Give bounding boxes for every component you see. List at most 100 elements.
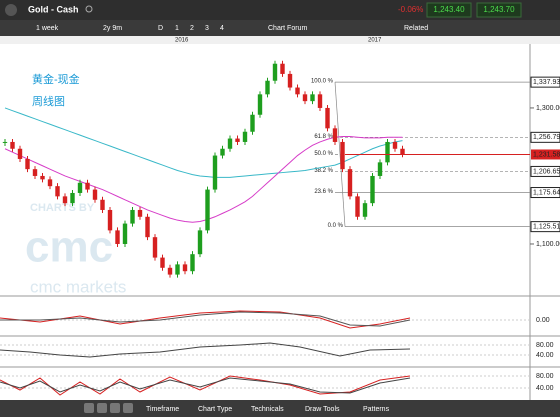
price-label: 1,125.51: [533, 223, 560, 230]
tool-icon[interactable]: [84, 403, 94, 413]
y-tick-label: 1,100.00: [536, 241, 560, 248]
candle: [257, 94, 263, 115]
candle: [377, 162, 383, 176]
price-label: 1,256.79: [533, 134, 560, 141]
menu-item[interactable]: Chart Type: [198, 406, 232, 413]
chart-forum[interactable]: Chart Forum: [268, 25, 307, 32]
stoch-label: 40.00: [536, 385, 554, 392]
candle: [130, 209, 135, 224]
candle: [362, 203, 368, 217]
candle: [152, 237, 158, 258]
candle: [70, 192, 75, 204]
tool-icon[interactable]: [123, 403, 133, 413]
stoch-label: 80.00: [536, 373, 554, 380]
stoch-k: [0, 375, 411, 396]
candle: [280, 63, 285, 74]
toolbar-button[interactable]: 1: [175, 25, 179, 32]
candle: [175, 264, 180, 275]
candle: [370, 175, 375, 204]
tool-icon[interactable]: [97, 403, 107, 413]
candle: [115, 230, 120, 244]
candle: [25, 158, 30, 170]
tool-icon[interactable]: [110, 403, 120, 413]
candle: [302, 94, 308, 102]
candle: [77, 182, 83, 193]
interval[interactable]: 1 week: [36, 25, 59, 32]
candle: [355, 196, 360, 217]
candle: [17, 148, 23, 159]
candle: [167, 267, 173, 275]
candle: [137, 209, 143, 217]
candle: [205, 189, 210, 231]
candle: [2, 141, 8, 143]
toolbar: [0, 20, 560, 36]
related[interactable]: Related: [404, 25, 428, 32]
candle: [332, 128, 338, 142]
fib-trend: [334, 82, 346, 227]
year-label: 2017: [368, 38, 382, 44]
stoch-d: [0, 377, 411, 394]
header-bar: [0, 0, 560, 20]
candle: [250, 114, 255, 132]
candle: [182, 264, 188, 272]
current-label: 1,231.58: [533, 151, 560, 158]
sell-button[interactable]: [426, 2, 472, 18]
watermark: CHARTS BY: [30, 202, 95, 214]
menu-item[interactable]: Patterns: [363, 406, 390, 413]
candle: [242, 131, 248, 142]
candle: [392, 141, 398, 149]
candle: [55, 186, 60, 197]
candle: [40, 175, 45, 180]
menu-icon[interactable]: [5, 4, 17, 16]
toolbar-button[interactable]: D: [158, 25, 163, 32]
candle: [32, 169, 38, 176]
change: -0.06%: [398, 5, 423, 14]
fib-label: 50.0 %: [314, 151, 333, 157]
candle: [385, 141, 390, 163]
candle: [287, 73, 293, 88]
rsi-label: 80.00: [536, 342, 554, 349]
price-label: 1,206.65: [533, 168, 560, 175]
price-label: 1,175.64: [533, 189, 560, 196]
annotation: 周线图: [32, 94, 65, 108]
signal-line: [0, 311, 411, 327]
instrument-title: Gold - Cash: [28, 4, 79, 14]
toolbar-button[interactable]: 3: [205, 25, 209, 32]
candle: [310, 94, 315, 102]
candle: [212, 155, 218, 190]
candle: [190, 254, 195, 272]
candle: [62, 196, 68, 204]
price-label: 1,337.93: [533, 79, 560, 86]
fib-label: 23.6 %: [314, 189, 333, 195]
candle: [92, 189, 98, 200]
moving-average: [4, 107, 403, 178]
candle: [85, 182, 90, 190]
candle: [295, 87, 300, 95]
candle: [317, 94, 323, 108]
toolbar-button[interactable]: 4: [220, 25, 224, 32]
toolbar-button[interactable]: 2: [190, 25, 194, 32]
macd-line: [0, 310, 411, 329]
candle: [400, 148, 405, 155]
buy-price: 1,243.70: [483, 5, 515, 14]
menu-item[interactable]: Technicals: [251, 406, 284, 413]
sell-price: 1,243.40: [433, 5, 465, 14]
candle: [47, 179, 53, 187]
price-box: [530, 76, 560, 88]
rsi-label: 40.00: [536, 352, 554, 359]
range[interactable]: 2y 9m: [103, 25, 122, 32]
fib-label: 38.2 %: [314, 168, 333, 174]
candle: [347, 169, 353, 197]
current-box: [531, 149, 560, 160]
menu-item[interactable]: Timeframe: [146, 406, 179, 413]
candle: [227, 138, 233, 149]
annotation: 黄金-现金: [32, 72, 80, 86]
buy-button[interactable]: [476, 2, 522, 18]
search-icon[interactable]: [85, 5, 93, 13]
macd-label: 0.00: [536, 317, 550, 324]
price-box: [530, 131, 560, 143]
menu-item[interactable]: Draw Tools: [305, 406, 340, 413]
candle: [145, 216, 150, 238]
y-tick-label: 1,300.00: [536, 105, 560, 112]
